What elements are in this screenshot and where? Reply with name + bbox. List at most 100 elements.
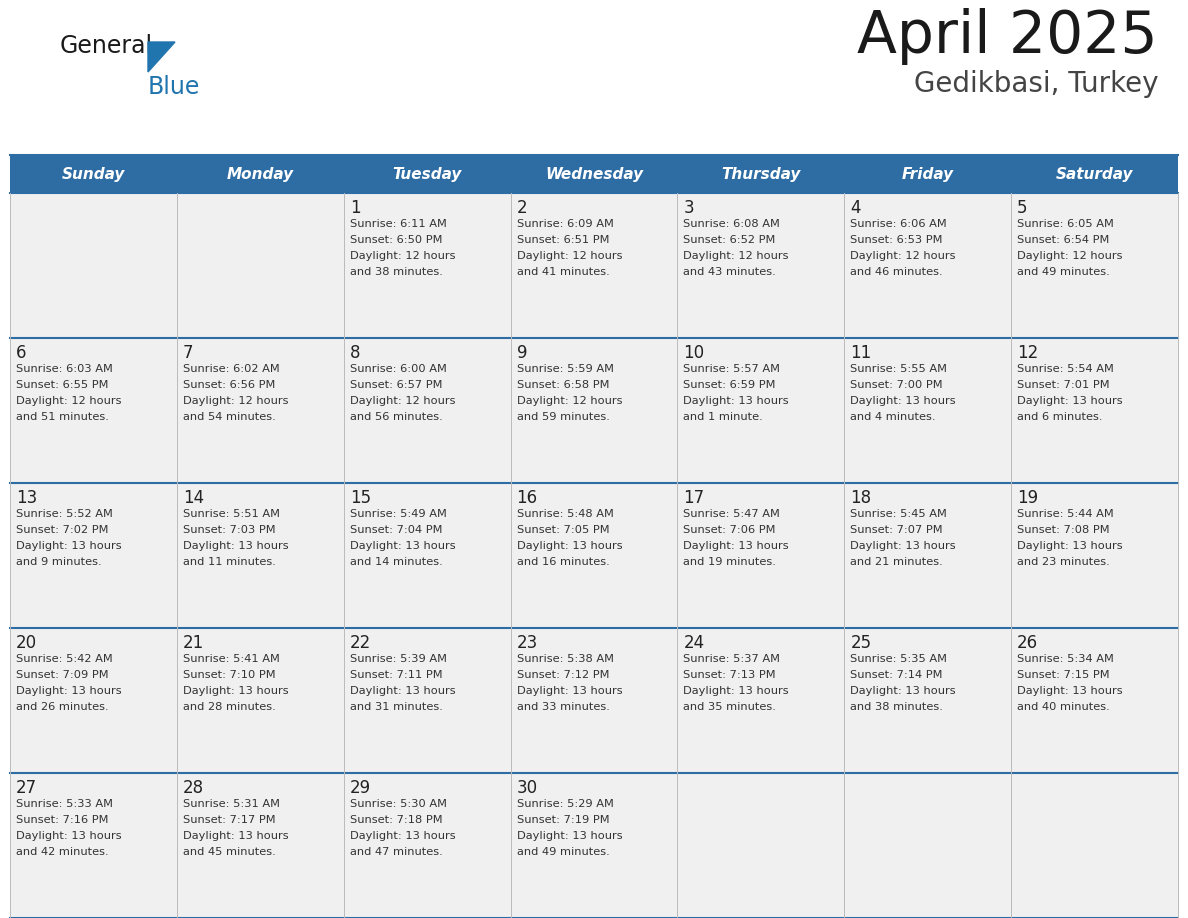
Text: Sunrise: 5:59 AM: Sunrise: 5:59 AM [517,364,613,374]
Text: Sunrise: 6:11 AM: Sunrise: 6:11 AM [349,219,447,229]
Text: Daylight: 13 hours: Daylight: 13 hours [15,541,121,551]
Bar [511,628,677,773]
Text: Sunset: 6:50 PM: Sunset: 6:50 PM [349,235,442,245]
Text: Sunset: 7:04 PM: Sunset: 7:04 PM [349,525,442,535]
Bar [1011,773,1178,918]
Text: and 1 minute.: and 1 minute. [683,412,763,422]
Text: and 59 minutes.: and 59 minutes. [517,412,609,422]
Text: Thursday: Thursday [721,166,801,182]
Text: Sunset: 7:00 PM: Sunset: 7:00 PM [851,380,943,390]
Text: and 54 minutes.: and 54 minutes. [183,412,276,422]
Text: Daylight: 12 hours: Daylight: 12 hours [349,396,455,406]
Text: 7: 7 [183,344,194,362]
Text: Sunset: 6:56 PM: Sunset: 6:56 PM [183,380,276,390]
Text: Daylight: 13 hours: Daylight: 13 hours [851,686,956,696]
Text: Sunrise: 5:31 AM: Sunrise: 5:31 AM [183,799,280,809]
Text: Sunrise: 5:47 AM: Sunrise: 5:47 AM [683,509,781,519]
Text: Sunset: 7:10 PM: Sunset: 7:10 PM [183,670,276,680]
Text: Sunrise: 5:54 AM: Sunrise: 5:54 AM [1017,364,1114,374]
Text: Daylight: 13 hours: Daylight: 13 hours [851,541,956,551]
Text: and 9 minutes.: and 9 minutes. [15,557,102,567]
Bar [177,773,343,918]
Text: 15: 15 [349,489,371,507]
Text: and 19 minutes.: and 19 minutes. [683,557,776,567]
Text: and 26 minutes.: and 26 minutes. [15,702,108,712]
Bar [10,483,177,628]
Text: Sunrise: 6:03 AM: Sunrise: 6:03 AM [15,364,113,374]
Text: 19: 19 [1017,489,1038,507]
Text: Sunrise: 5:37 AM: Sunrise: 5:37 AM [683,654,781,664]
Bar [677,483,845,628]
Text: Sunrise: 6:08 AM: Sunrise: 6:08 AM [683,219,781,229]
Text: Sunrise: 5:35 AM: Sunrise: 5:35 AM [851,654,947,664]
Text: Sunset: 6:58 PM: Sunset: 6:58 PM [517,380,609,390]
Text: Daylight: 13 hours: Daylight: 13 hours [683,396,789,406]
Text: Daylight: 12 hours: Daylight: 12 hours [349,251,455,261]
Text: Daylight: 13 hours: Daylight: 13 hours [1017,396,1123,406]
Text: Blue: Blue [148,75,201,99]
Text: 29: 29 [349,779,371,797]
Text: Sunrise: 5:51 AM: Sunrise: 5:51 AM [183,509,280,519]
Text: Sunrise: 6:05 AM: Sunrise: 6:05 AM [1017,219,1114,229]
Text: Saturday: Saturday [1056,166,1133,182]
Text: Daylight: 13 hours: Daylight: 13 hours [517,831,623,841]
Bar [1011,628,1178,773]
Text: Sunset: 7:18 PM: Sunset: 7:18 PM [349,815,442,825]
Text: 14: 14 [183,489,204,507]
Bar [845,483,1011,628]
Text: Sunrise: 5:30 AM: Sunrise: 5:30 AM [349,799,447,809]
Text: 10: 10 [683,344,704,362]
Bar [343,483,511,628]
Text: Sunset: 7:13 PM: Sunset: 7:13 PM [683,670,776,680]
Bar [845,338,1011,483]
Bar [177,483,343,628]
Bar [10,338,177,483]
Text: Tuesday: Tuesday [392,166,462,182]
Bar [343,628,511,773]
Text: 6: 6 [15,344,26,362]
Bar [10,155,1178,193]
Text: Sunset: 7:06 PM: Sunset: 7:06 PM [683,525,776,535]
Text: 30: 30 [517,779,538,797]
Text: April 2025: April 2025 [858,8,1158,65]
Text: 13: 13 [15,489,37,507]
Text: 4: 4 [851,199,861,217]
Text: Daylight: 13 hours: Daylight: 13 hours [349,686,455,696]
Text: and 4 minutes.: and 4 minutes. [851,412,936,422]
Text: and 21 minutes.: and 21 minutes. [851,557,943,567]
Text: Sunrise: 5:52 AM: Sunrise: 5:52 AM [15,509,113,519]
Text: Monday: Monday [227,166,293,182]
Text: Sunrise: 6:02 AM: Sunrise: 6:02 AM [183,364,279,374]
Bar [1011,338,1178,483]
Text: Sunset: 6:53 PM: Sunset: 6:53 PM [851,235,943,245]
Text: Sunrise: 5:55 AM: Sunrise: 5:55 AM [851,364,947,374]
Text: 12: 12 [1017,344,1038,362]
Text: 18: 18 [851,489,872,507]
Text: and 28 minutes.: and 28 minutes. [183,702,276,712]
Text: Sunset: 7:08 PM: Sunset: 7:08 PM [1017,525,1110,535]
Text: Daylight: 12 hours: Daylight: 12 hours [683,251,789,261]
Text: Sunset: 7:12 PM: Sunset: 7:12 PM [517,670,609,680]
Text: and 43 minutes.: and 43 minutes. [683,267,776,277]
Text: and 47 minutes.: and 47 minutes. [349,847,442,857]
Text: Daylight: 13 hours: Daylight: 13 hours [851,396,956,406]
Bar [343,773,511,918]
Bar [177,193,343,338]
Bar [845,773,1011,918]
Text: Daylight: 12 hours: Daylight: 12 hours [1017,251,1123,261]
Text: 21: 21 [183,634,204,652]
Text: Sunrise: 6:09 AM: Sunrise: 6:09 AM [517,219,613,229]
Text: and 49 minutes.: and 49 minutes. [1017,267,1110,277]
Bar [1011,193,1178,338]
Text: Daylight: 13 hours: Daylight: 13 hours [183,831,289,841]
Bar [1011,483,1178,628]
Text: Sunrise: 5:42 AM: Sunrise: 5:42 AM [15,654,113,664]
Text: Sunset: 7:19 PM: Sunset: 7:19 PM [517,815,609,825]
Text: 9: 9 [517,344,527,362]
Text: Friday: Friday [902,166,954,182]
Text: Sunrise: 5:34 AM: Sunrise: 5:34 AM [1017,654,1114,664]
Text: 11: 11 [851,344,872,362]
Text: 23: 23 [517,634,538,652]
Text: and 42 minutes.: and 42 minutes. [15,847,108,857]
Bar [343,338,511,483]
